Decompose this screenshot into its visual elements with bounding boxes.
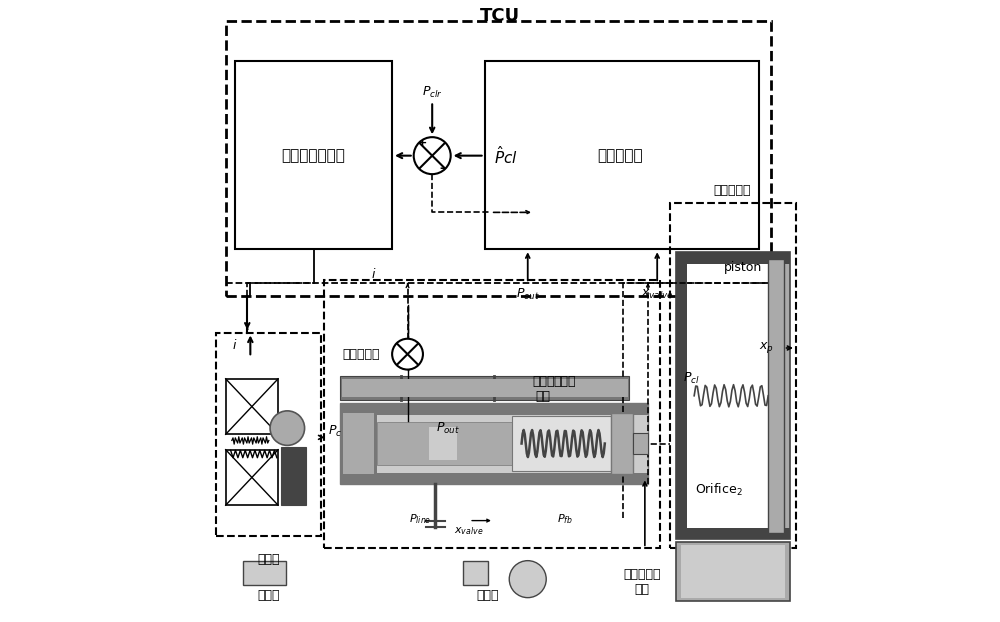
Bar [340,376,629,401]
Bar [676,253,790,264]
Bar [342,379,628,397]
Text: 闭环跟踪控制器: 闭环跟踪控制器 [281,148,345,163]
Bar [633,433,648,454]
Bar [676,542,790,601]
Bar [216,333,321,536]
Text: 油压传感器: 油压传感器 [343,348,380,361]
Bar [235,62,392,249]
Text: 节流孔: 节流孔 [553,376,576,388]
Text: $\hat{P}$cl: $\hat{P}$cl [494,145,518,167]
Bar [676,253,687,539]
Text: 减压阀: 减压阀 [258,589,280,602]
Bar [670,203,796,549]
Bar [676,253,790,539]
Bar [611,413,633,475]
Bar [243,560,286,585]
Text: $P_{cl}$: $P_{cl}$ [683,371,699,386]
Text: $P_{fb}$: $P_{fb}$ [557,512,573,526]
Text: 位移传感器: 位移传感器 [623,569,661,582]
Circle shape [392,339,423,369]
Text: 定压阀: 定压阀 [476,589,499,602]
Text: -: - [439,162,444,175]
Text: piston: piston [724,261,763,274]
Text: Orifice$_2$: Orifice$_2$ [695,481,743,498]
Text: 涌道: 涌道 [536,389,551,402]
Bar [340,404,648,414]
Text: $i$: $i$ [232,338,238,352]
Text: $x_{valve}$: $x_{valve}$ [641,288,674,301]
Text: 油泵: 油泵 [634,583,649,596]
Text: TCU: TCU [480,7,520,26]
Text: $P_{out}$: $P_{out}$ [516,287,540,302]
Bar [768,259,784,533]
Text: $P_{line}$: $P_{line}$ [409,512,431,526]
Circle shape [414,137,451,174]
Bar [226,450,278,505]
Bar [377,422,512,465]
Bar [463,560,488,585]
Bar [340,473,648,483]
Bar [429,427,457,460]
Text: 离合器活塞: 离合器活塞 [714,184,751,197]
Text: 状态观测器: 状态观测器 [597,148,643,163]
Bar [281,447,306,505]
Bar [343,413,374,475]
Bar [340,410,377,478]
Bar [226,21,771,295]
Circle shape [509,560,546,598]
Text: $P_{clr}$: $P_{clr}$ [422,85,443,100]
Bar [512,415,611,471]
Circle shape [270,411,305,445]
Bar [226,379,278,434]
Bar [340,404,648,483]
Bar [676,528,790,539]
Text: 电磁阀: 电磁阀 [258,553,280,566]
Text: +: + [418,137,428,147]
Text: $x_p$: $x_p$ [759,340,774,356]
Text: $x_{valve}$: $x_{valve}$ [454,525,484,537]
Text: 调压阀: 调压阀 [532,376,554,388]
Text: $P_{out}$: $P_{out}$ [436,420,460,435]
Text: $i$: $i$ [371,267,376,281]
Bar [682,259,771,533]
Bar [324,280,660,549]
Bar [485,62,759,249]
Bar [681,545,785,598]
Text: $P_c$: $P_c$ [328,424,343,439]
